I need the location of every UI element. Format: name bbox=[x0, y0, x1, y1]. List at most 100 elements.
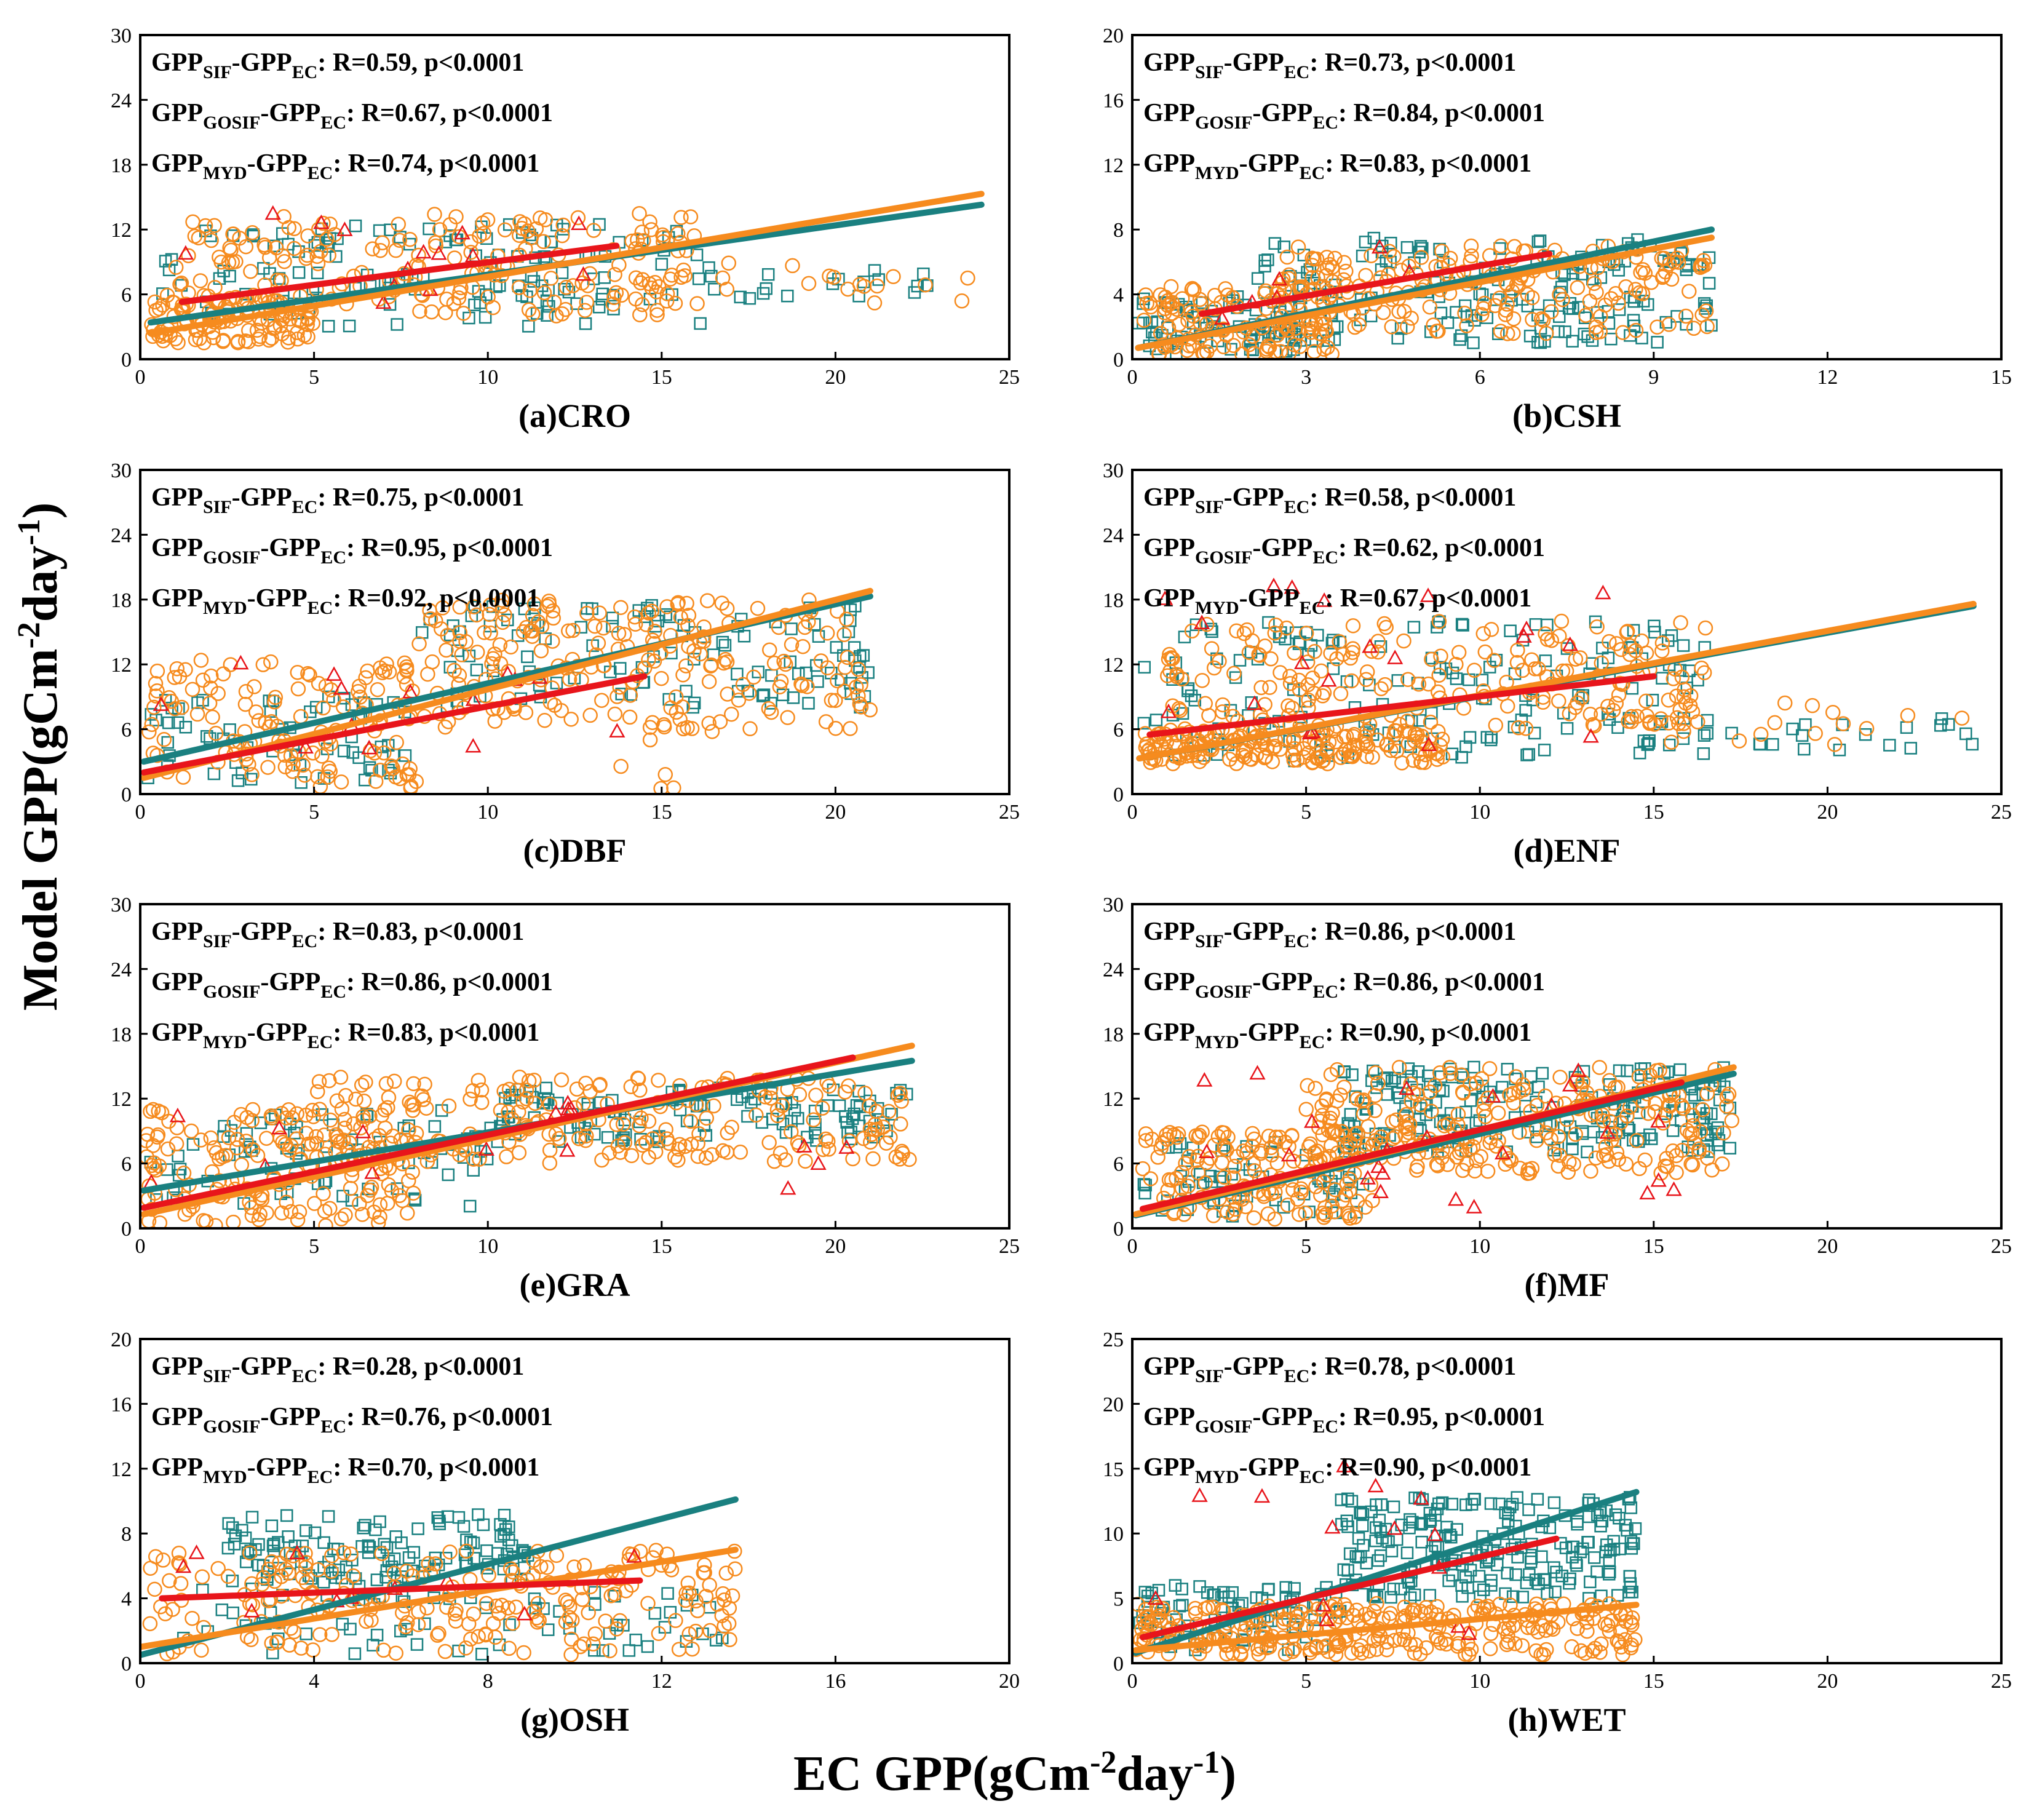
point-gosif bbox=[622, 709, 638, 725]
point-gosif bbox=[1322, 1110, 1338, 1126]
point-gosif bbox=[1241, 645, 1257, 661]
point-sif bbox=[1501, 1063, 1514, 1076]
point-gosif bbox=[499, 1149, 514, 1164]
point-gosif bbox=[673, 210, 689, 225]
point-sif bbox=[664, 610, 677, 624]
y-tick-label: 0 bbox=[121, 1218, 132, 1241]
fit-line-myd bbox=[1139, 1079, 1685, 1212]
point-gosif bbox=[613, 600, 629, 615]
point-gosif bbox=[289, 1106, 304, 1121]
point-gosif bbox=[1506, 311, 1522, 327]
point-sif bbox=[1364, 309, 1378, 323]
point-gosif bbox=[245, 1597, 261, 1613]
point-gosif bbox=[1654, 635, 1670, 651]
point-myd bbox=[465, 737, 482, 753]
point-gosif bbox=[702, 1623, 718, 1639]
point-gosif bbox=[1302, 1645, 1318, 1661]
point-gosif bbox=[1632, 285, 1648, 301]
point-gosif bbox=[311, 675, 327, 691]
point-sif bbox=[1366, 1064, 1380, 1078]
point-gosif bbox=[617, 1135, 633, 1151]
point-gosif bbox=[516, 1645, 531, 1661]
point-gosif bbox=[319, 231, 335, 247]
point-gosif bbox=[763, 1091, 779, 1106]
point-myd bbox=[560, 1100, 577, 1116]
fit-line-myd bbox=[159, 1577, 643, 1602]
point-gosif bbox=[521, 1073, 537, 1089]
point-gosif bbox=[1451, 645, 1467, 661]
point-gosif bbox=[1284, 700, 1300, 716]
point-gosif bbox=[284, 1110, 300, 1126]
annotation-gosif: GPPGOSIF-GPPEC: R=0.67, p<0.0001 bbox=[151, 99, 553, 133]
point-gosif bbox=[565, 622, 581, 638]
point-gosif bbox=[1349, 1193, 1365, 1209]
annotation-myd: GPPMYD-GPPEC: R=0.67, p<0.0001 bbox=[1143, 584, 1531, 618]
point-gosif bbox=[1539, 1125, 1554, 1141]
point-gosif bbox=[1474, 307, 1490, 322]
point-sif bbox=[1677, 639, 1690, 652]
point-gosif bbox=[1624, 709, 1640, 725]
point-gosif bbox=[533, 1559, 549, 1575]
point-gosif bbox=[327, 227, 343, 242]
point-gosif bbox=[881, 1103, 897, 1119]
fit-line-myd bbox=[178, 242, 620, 305]
point-gosif bbox=[1155, 1600, 1170, 1616]
point-myd bbox=[575, 266, 592, 281]
annotation-myd: GPPMYD-GPPEC: R=0.74, p<0.0001 bbox=[151, 149, 539, 183]
point-gosif bbox=[784, 1124, 799, 1140]
point-sif bbox=[809, 1118, 822, 1131]
point-gosif bbox=[238, 684, 254, 699]
point-gosif bbox=[196, 335, 212, 351]
point-sif bbox=[1766, 737, 1779, 751]
point-sif bbox=[292, 266, 306, 279]
point-gosif bbox=[279, 1546, 295, 1562]
point-gosif bbox=[281, 1102, 296, 1118]
point-myd bbox=[454, 225, 471, 240]
point-sif bbox=[1572, 301, 1585, 314]
point-sif bbox=[574, 621, 587, 634]
point-sif bbox=[1571, 1517, 1584, 1531]
point-gosif bbox=[1482, 1061, 1498, 1076]
point-gosif bbox=[290, 325, 305, 340]
point-gosif bbox=[574, 1592, 590, 1607]
point-gosif bbox=[1429, 324, 1445, 339]
point-sif bbox=[1633, 746, 1646, 760]
point-gosif bbox=[1551, 693, 1566, 709]
point-gosif bbox=[1277, 1646, 1293, 1662]
point-sif bbox=[145, 708, 157, 721]
point-myd bbox=[1253, 1488, 1271, 1503]
point-gosif bbox=[615, 1116, 631, 1132]
point-gosif bbox=[773, 674, 789, 689]
point-gosif bbox=[463, 1631, 478, 1647]
point-sif bbox=[1627, 624, 1640, 637]
point-sif bbox=[1485, 1579, 1498, 1592]
point-sif bbox=[1509, 1568, 1522, 1581]
point-gosif bbox=[372, 1197, 388, 1212]
x-tick-label: 25 bbox=[999, 366, 1020, 389]
point-sif bbox=[1372, 1554, 1385, 1567]
point-gosif bbox=[1535, 312, 1551, 328]
point-gosif bbox=[632, 307, 648, 323]
point-gosif bbox=[423, 611, 439, 627]
point-gosif bbox=[308, 1129, 324, 1145]
point-sif bbox=[442, 1168, 455, 1182]
point-gosif bbox=[689, 296, 705, 311]
point-gosif bbox=[1217, 1169, 1232, 1185]
point-gosif bbox=[1336, 1079, 1352, 1095]
point-sif bbox=[1576, 1542, 1589, 1556]
point-gosif bbox=[1568, 699, 1583, 715]
point-gosif bbox=[424, 654, 440, 670]
point-sif bbox=[1557, 707, 1570, 720]
point-gosif bbox=[1529, 1098, 1545, 1113]
point-gosif bbox=[1282, 669, 1298, 684]
point-sif bbox=[1423, 1589, 1437, 1602]
x-tick-label: 0 bbox=[135, 1670, 146, 1693]
point-gosif bbox=[373, 242, 388, 258]
point-sif bbox=[1352, 1532, 1365, 1545]
point-gosif bbox=[1603, 1613, 1619, 1629]
point-gosif bbox=[435, 600, 450, 616]
point-gosif bbox=[1697, 620, 1713, 636]
x-tick-label: 0 bbox=[135, 801, 146, 824]
point-gosif bbox=[300, 310, 316, 326]
point-gosif bbox=[1381, 244, 1397, 259]
